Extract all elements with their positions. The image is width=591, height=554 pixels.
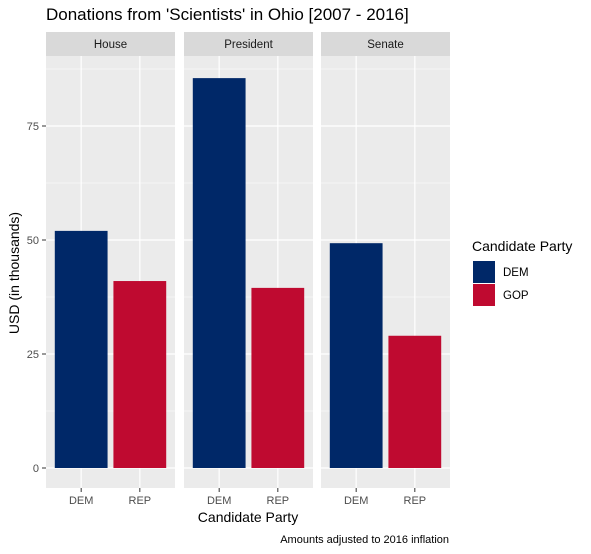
bar-dem	[192, 78, 246, 469]
facet-panel-senate: Senate DEM REP	[321, 32, 450, 507]
legend-key-dem	[473, 261, 495, 283]
facet-strip-label: President	[224, 39, 273, 51]
facet-strip-label: House	[94, 39, 127, 51]
facet-strip	[321, 32, 450, 56]
y-axis-title: USD (in thousands)	[6, 212, 22, 334]
bar-dem	[54, 230, 108, 468]
x-tick-label: REP	[404, 495, 427, 507]
bar-dem	[329, 243, 383, 468]
x-tick-label: DEM	[344, 495, 368, 507]
chart-caption: Amounts adjusted to 2016 inflation	[280, 534, 449, 546]
chart-panels: House DEM REP President DEM REP Senate DEM REP	[46, 32, 450, 507]
bar-rep	[251, 287, 305, 468]
facet-strip-label: Senate	[367, 39, 403, 51]
facet-panel-house: House DEM REP	[46, 32, 175, 507]
legend-label: DEM	[503, 267, 529, 279]
x-tick-label: DEM	[207, 495, 231, 507]
legend-label: GOP	[503, 290, 529, 302]
y-axis: 0 25 50 75	[27, 121, 46, 475]
x-tick-label: REP	[129, 495, 152, 507]
x-tick-label: REP	[267, 495, 290, 507]
y-tick-label: 50	[27, 235, 39, 247]
y-tick-label: 75	[27, 121, 39, 133]
facet-strip	[46, 32, 175, 56]
legend-key-gop	[473, 284, 495, 306]
x-axis-title: Candidate Party	[198, 509, 298, 525]
y-tick-label: 0	[33, 463, 39, 475]
x-tick-label: DEM	[69, 495, 93, 507]
chart-title: Donations from 'Scientists' in Ohio [200…	[46, 5, 409, 24]
facet-panel-president: President DEM REP	[184, 32, 313, 507]
legend: Candidate Party DEM GOP	[472, 238, 572, 306]
y-tick-label: 25	[27, 349, 39, 361]
bar-rep	[113, 281, 167, 468]
facet-strip	[184, 32, 313, 56]
bar-rep	[388, 335, 442, 468]
legend-title: Candidate Party	[472, 238, 572, 254]
